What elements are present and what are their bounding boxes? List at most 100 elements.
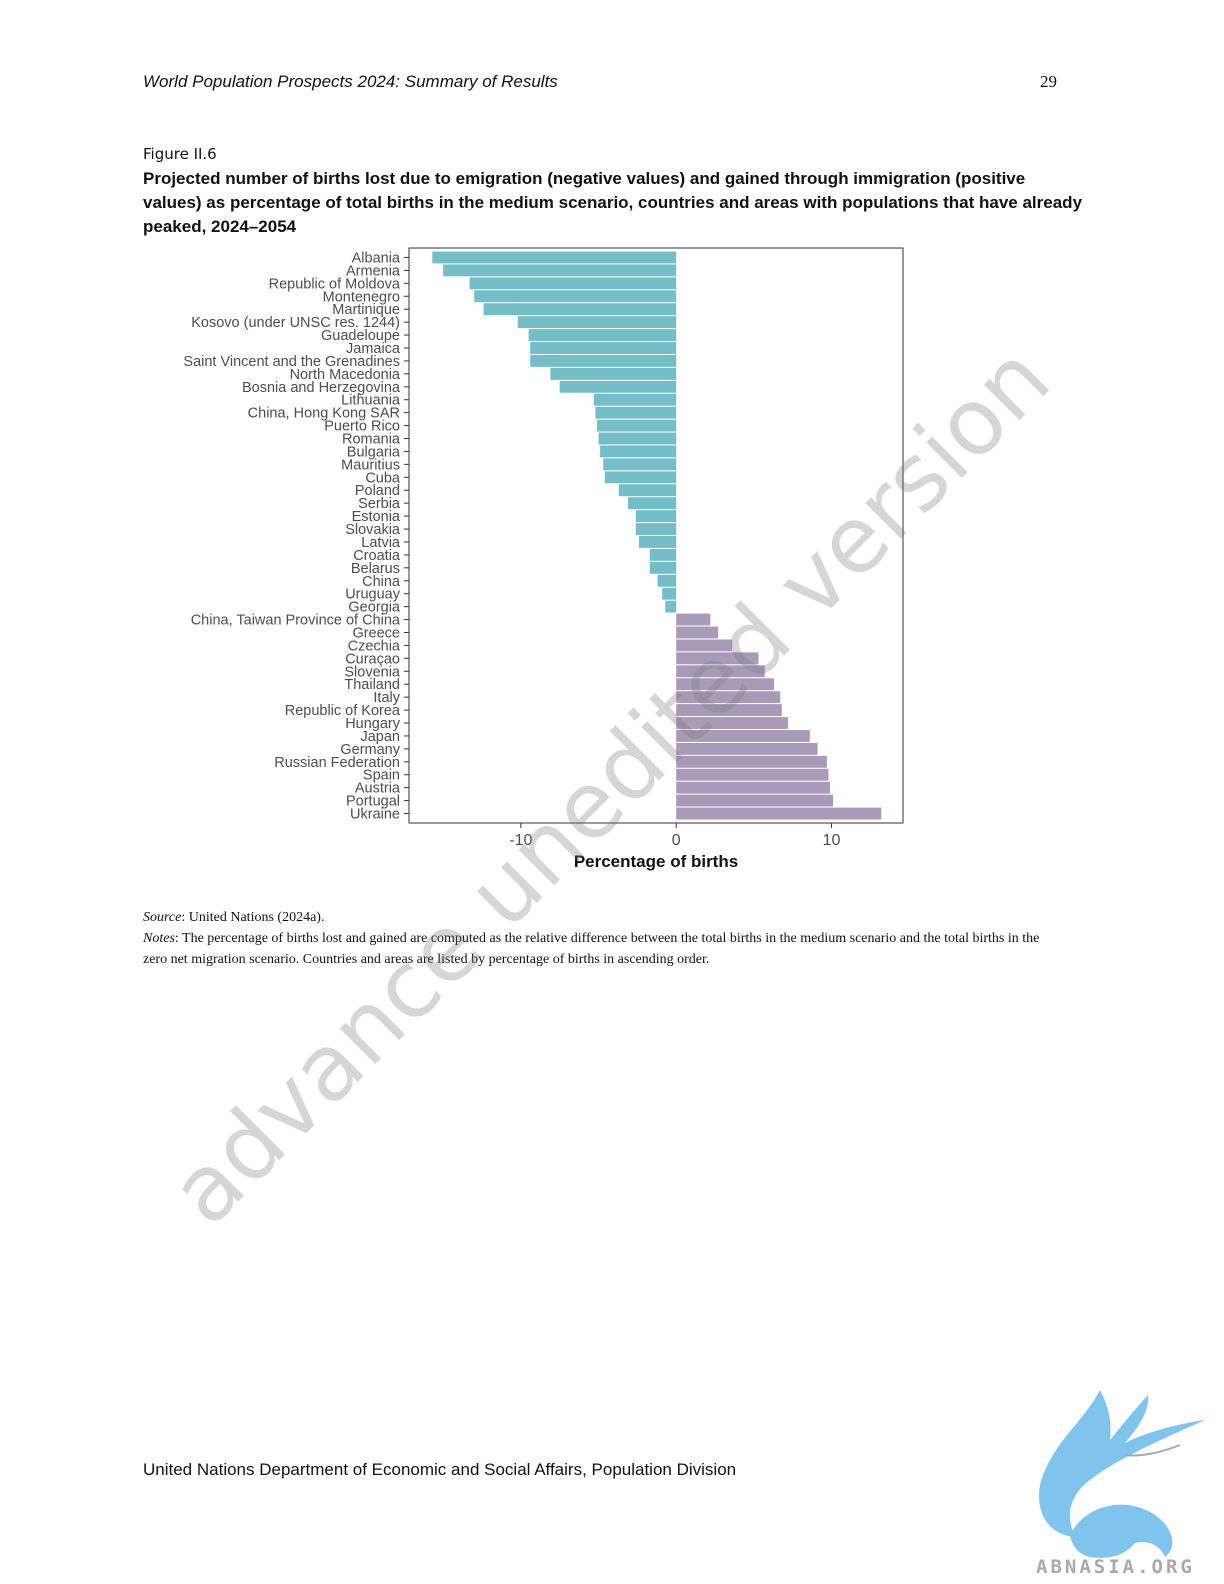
bar bbox=[676, 639, 733, 652]
category-label: Republic of Korea bbox=[285, 703, 401, 719]
category-label: Austria bbox=[355, 781, 401, 797]
bar bbox=[432, 251, 677, 264]
category-label: Serbia bbox=[358, 496, 401, 512]
bar bbox=[676, 678, 775, 691]
category-label: Kosovo (under UNSC res. 1244) bbox=[191, 315, 400, 331]
category-label: Puerto Rico bbox=[324, 419, 400, 435]
bar bbox=[662, 587, 677, 600]
bar bbox=[676, 691, 781, 704]
bar bbox=[635, 510, 677, 523]
category-label: Spain bbox=[363, 768, 400, 784]
bar bbox=[635, 523, 677, 535]
footer-text: United Nations Department of Economic an… bbox=[143, 1460, 737, 1479]
category-label: Saint Vincent and the Grenadines bbox=[183, 354, 400, 370]
bar bbox=[550, 367, 677, 380]
bar bbox=[676, 755, 827, 768]
category-label: Bulgaria bbox=[347, 444, 401, 460]
bar bbox=[638, 536, 677, 548]
page-number: 29 bbox=[1040, 72, 1057, 91]
category-label: Czechia bbox=[348, 638, 401, 654]
category-label: Greece bbox=[352, 625, 400, 641]
category-label: Cuba bbox=[365, 470, 401, 486]
category-label: Russian Federation bbox=[274, 755, 400, 771]
bar bbox=[676, 729, 810, 742]
category-label: Croatia bbox=[353, 548, 401, 564]
bar bbox=[676, 665, 765, 678]
bars bbox=[432, 251, 882, 820]
bar bbox=[676, 781, 830, 794]
category-label: Republic of Moldova bbox=[269, 276, 401, 292]
bar bbox=[628, 497, 677, 510]
bar bbox=[676, 807, 882, 820]
source-text: : United Nations (2024a). bbox=[181, 910, 325, 925]
bar bbox=[600, 445, 677, 458]
category-label: Portugal bbox=[346, 794, 400, 810]
bar bbox=[593, 393, 677, 406]
category-label: Italy bbox=[373, 690, 400, 706]
bar bbox=[474, 290, 677, 303]
bar bbox=[598, 432, 677, 445]
category-label: Germany bbox=[340, 742, 400, 758]
bar bbox=[469, 277, 677, 290]
category-label: China, Hong Kong SAR bbox=[248, 406, 400, 422]
category-label: Slovakia bbox=[345, 522, 401, 538]
bar bbox=[676, 794, 834, 807]
category-label: China bbox=[362, 574, 401, 590]
category-label: Belarus bbox=[351, 561, 400, 577]
bar bbox=[596, 419, 677, 432]
x-tick-label: 10 bbox=[823, 832, 841, 849]
category-label: Armenia bbox=[346, 263, 401, 279]
category-label: Albania bbox=[352, 250, 401, 266]
category-label: Bosnia and Herzegovina bbox=[242, 380, 401, 396]
bar bbox=[676, 742, 818, 755]
category-label: Japan bbox=[360, 729, 400, 745]
source-notes: Source: United Nations (2024a). Notes: T… bbox=[143, 907, 1063, 970]
category-label: Romania bbox=[342, 432, 401, 448]
bar bbox=[676, 717, 789, 729]
bar bbox=[657, 574, 677, 587]
bar bbox=[603, 458, 677, 471]
bar bbox=[443, 264, 677, 277]
figure-title: Projected number of births lost due to e… bbox=[143, 169, 1083, 236]
bar bbox=[604, 471, 677, 484]
category-label: Jamaica bbox=[346, 341, 401, 357]
running-title: World Population Prospects 2024: Summary… bbox=[143, 72, 558, 91]
x-tick-label: 0 bbox=[672, 832, 681, 849]
category-label: Georgia bbox=[348, 600, 401, 616]
bar bbox=[483, 303, 677, 316]
bar bbox=[649, 548, 677, 561]
bar bbox=[665, 600, 677, 613]
category-label: Estonia bbox=[352, 509, 401, 525]
category-label: Poland bbox=[355, 483, 400, 499]
notes-label: Notes bbox=[143, 931, 175, 946]
notes-text: : The percentage of births lost and gain… bbox=[143, 931, 1040, 967]
bar bbox=[559, 380, 677, 393]
category-label: Latvia bbox=[361, 535, 401, 551]
source-label: Source bbox=[143, 910, 182, 925]
category-label: Slovenia bbox=[344, 664, 401, 680]
bar bbox=[676, 613, 711, 626]
bar bbox=[530, 342, 677, 354]
figure-label: Figure II.6 bbox=[143, 145, 217, 163]
bar bbox=[530, 354, 677, 367]
x-axis: -10 0 10 bbox=[509, 823, 841, 849]
category-label: Curaçao bbox=[345, 651, 400, 667]
bar bbox=[528, 329, 677, 342]
bar bbox=[676, 626, 719, 639]
category-label: Guadeloupe bbox=[321, 328, 400, 344]
category-label: Lithuania bbox=[341, 393, 401, 409]
logo-text: ABNASIA.ORG bbox=[1036, 1556, 1195, 1578]
category-label: Hungary bbox=[345, 716, 401, 732]
bar bbox=[676, 704, 782, 717]
x-tick-label: -10 bbox=[509, 832, 532, 849]
category-label: Thailand bbox=[344, 677, 400, 693]
category-label: Ukraine bbox=[350, 807, 400, 823]
bar bbox=[517, 316, 677, 329]
bar bbox=[676, 768, 829, 781]
category-label: Martinique bbox=[332, 302, 400, 318]
category-label: Uruguay bbox=[345, 587, 401, 603]
bar bbox=[649, 561, 677, 574]
bar bbox=[618, 484, 677, 497]
